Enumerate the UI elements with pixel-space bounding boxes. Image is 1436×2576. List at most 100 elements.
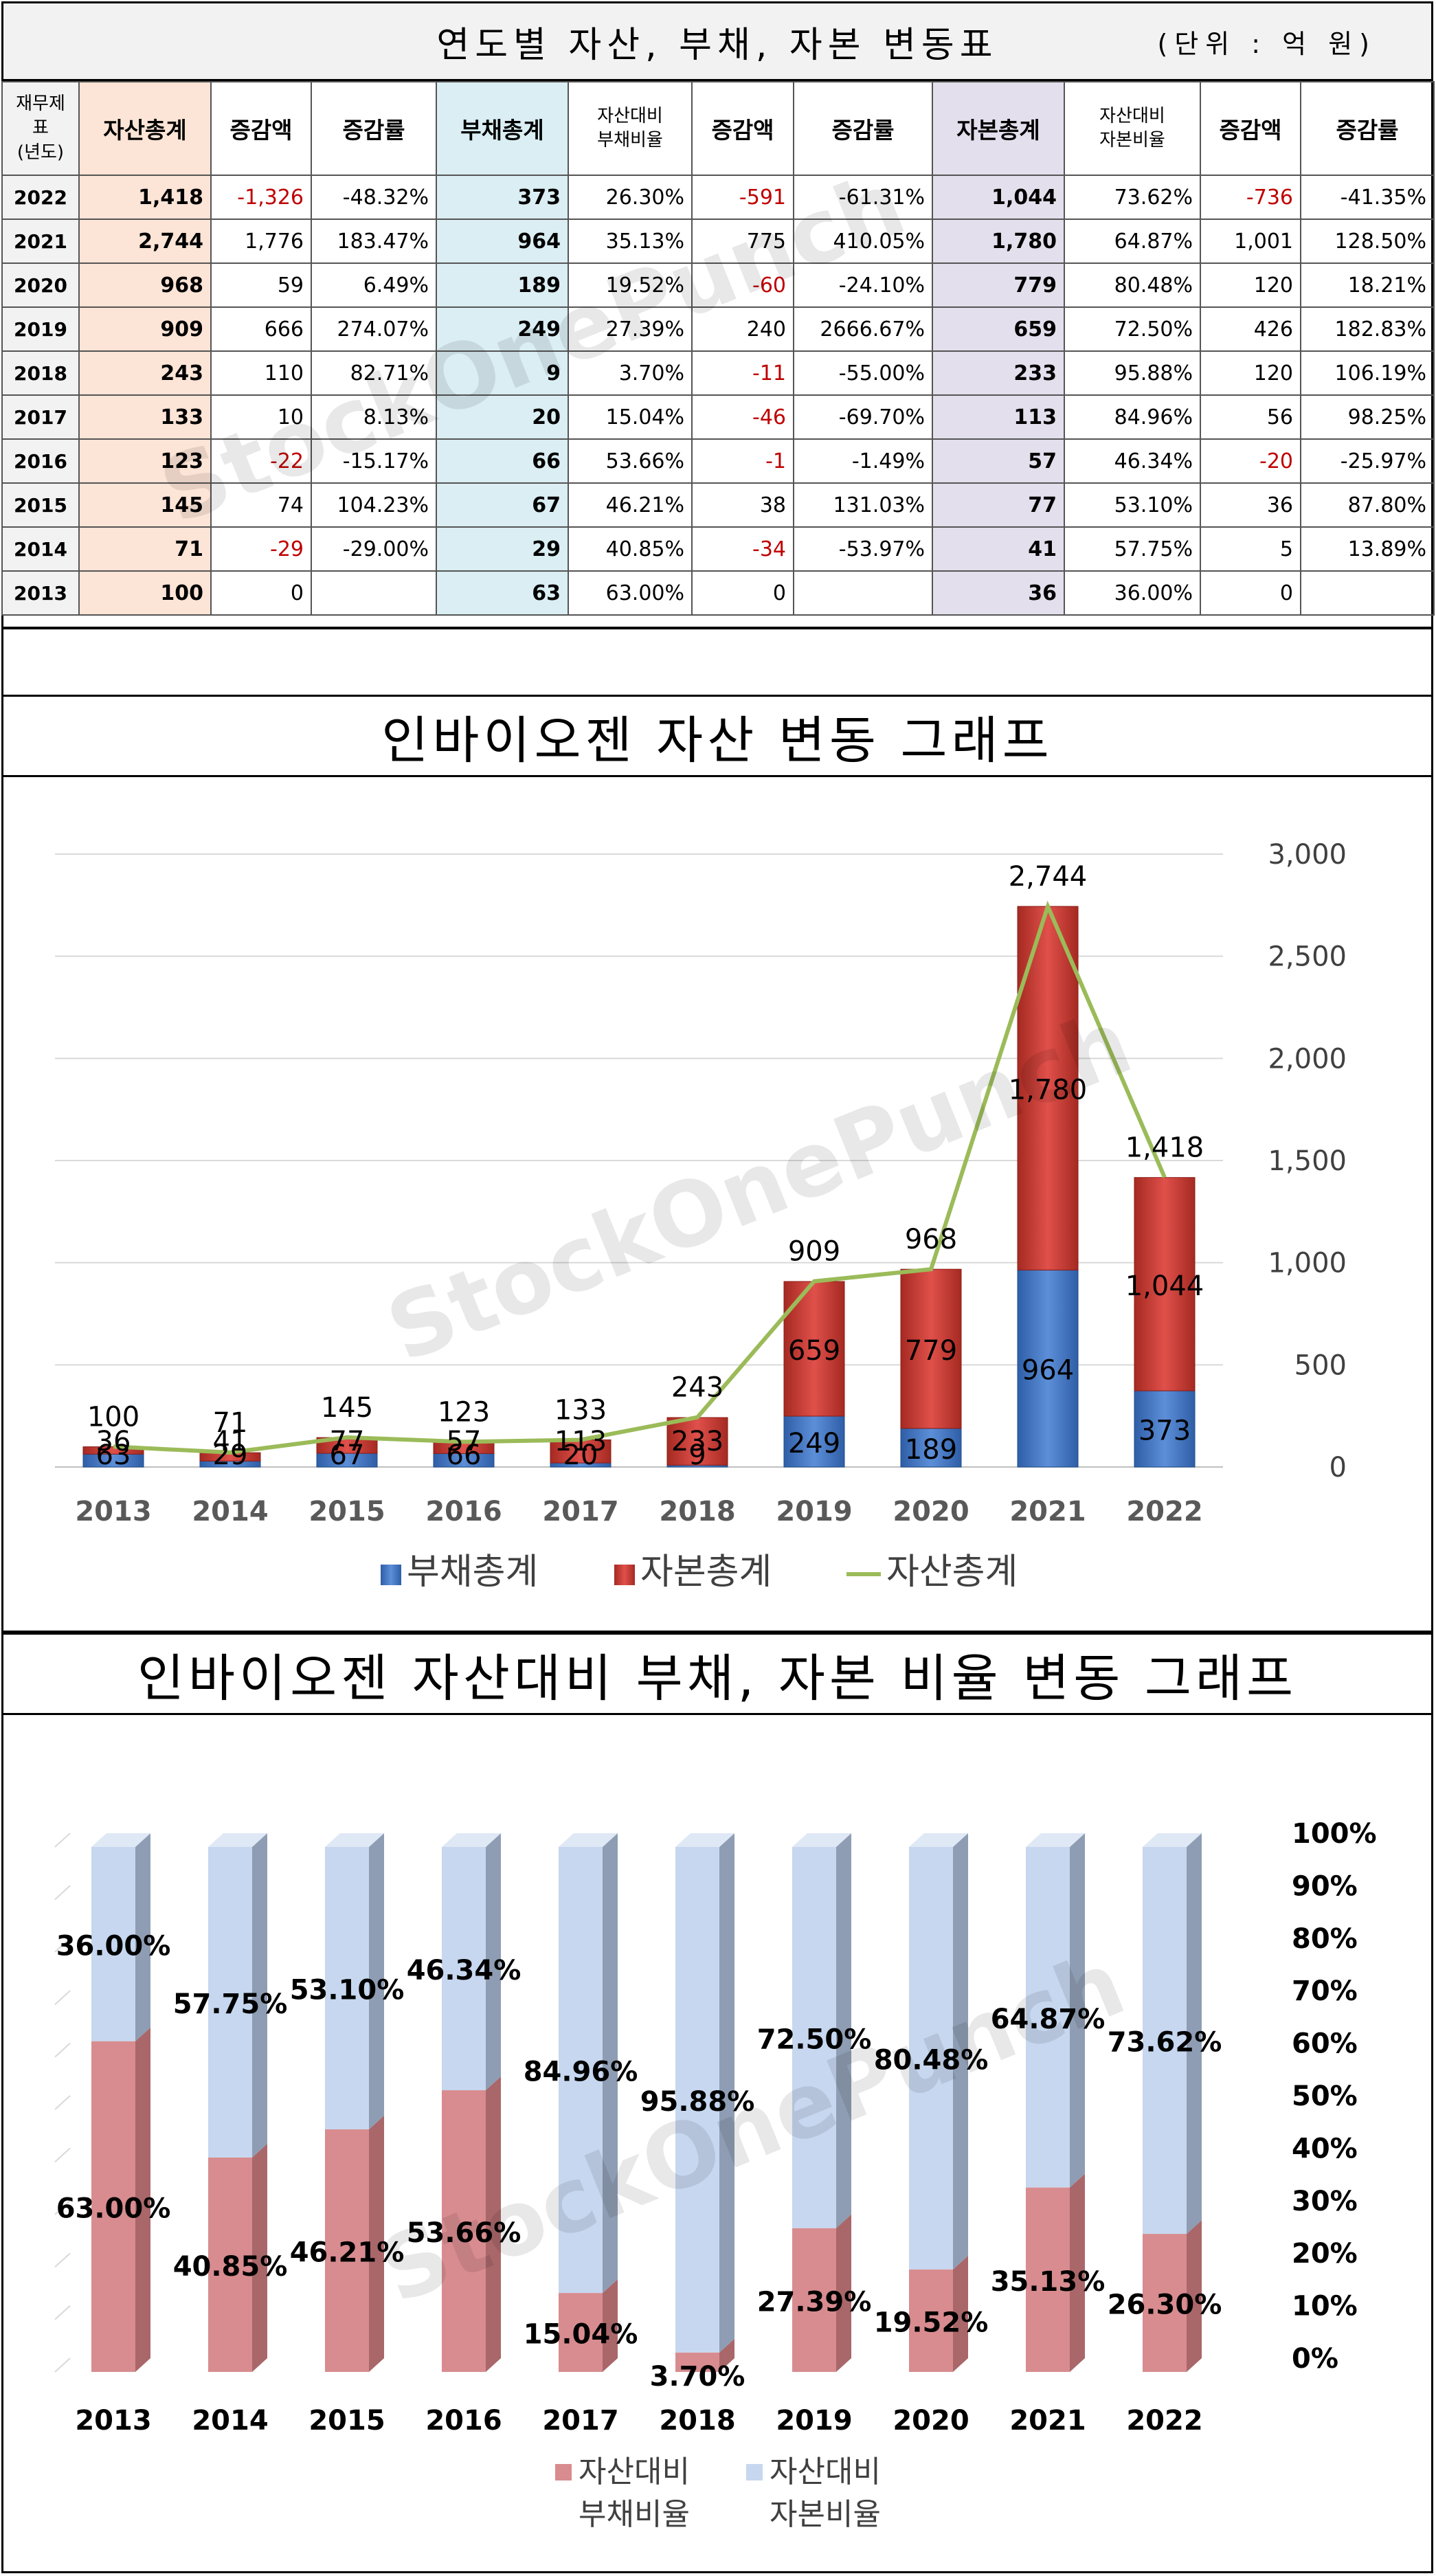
x-tick-label: 2018	[659, 2405, 735, 2437]
capital-ratio-bar	[325, 1847, 369, 2129]
y-tick-label: 100%	[1292, 1818, 1377, 1850]
table-cell: -11	[691, 350, 794, 396]
debt-ratio-data-label: 53.66%	[407, 2217, 521, 2249]
capital-ratio-bar	[792, 1847, 836, 2228]
capital-data-label: 36	[96, 1426, 131, 1457]
table-cell: 3.70%	[568, 350, 693, 396]
table-cell: 1,780	[932, 219, 1065, 264]
capital-ratio-data-label: 80.48%	[874, 2044, 989, 2076]
table-cell: 2014	[1, 526, 80, 572]
table-header-cell: 증감률	[311, 81, 437, 176]
asset-data-label: 123	[438, 1396, 490, 1428]
depth-gridline	[54, 2147, 71, 2163]
table-cell: 183.47%	[311, 219, 437, 264]
table-cell: 64.87%	[1064, 219, 1201, 264]
capital-ratio-bar	[675, 1847, 719, 2353]
table-cell: 2015	[1, 482, 80, 528]
table-cell: 82.71%	[311, 350, 437, 396]
table-cell: 18.21%	[1300, 262, 1435, 308]
table-header-cell: 자산총계	[78, 81, 212, 176]
table-cell: 1,044	[932, 175, 1065, 220]
table-cell: 182.83%	[1300, 306, 1435, 352]
table-cell: 19.52%	[568, 262, 693, 308]
table-cell: 72.50%	[1064, 306, 1201, 352]
table-cell: 13.89%	[1300, 526, 1435, 572]
legend-capital-ratio-label: 자본비율	[770, 2497, 881, 2532]
x-tick-label: 2019	[776, 2405, 852, 2437]
table-cell: 66	[436, 438, 569, 484]
debt-ratio-bar-side	[836, 2214, 851, 2372]
table-cell: 0	[691, 570, 794, 616]
y-tick-label: 1,000	[1268, 1248, 1347, 1279]
capital-ratio-bar-side	[836, 1833, 851, 2228]
capital-ratio-bar	[1026, 1847, 1070, 2188]
table-cell: 123	[78, 438, 212, 484]
table-row: 2015 145 74 104.23% 67 46.21% 38 131.03% 77 53.10…	[1, 482, 1435, 528]
capital-bar	[666, 1417, 728, 1466]
table-cell: 57	[932, 438, 1065, 484]
x-tick-label: 2014	[192, 1496, 268, 1527]
capital-ratio-data-label: 72.50%	[757, 2024, 872, 2055]
table-header-cell: 부채총계	[436, 81, 569, 176]
debt-ratio-data-label: 35.13%	[991, 2266, 1106, 2298]
capital-ratio-bar-side	[719, 1833, 734, 2353]
ratio-chart-title-bar: 인바이오젠 자산대비 부채, 자본 비율 변동 그래프	[1, 1633, 1433, 1715]
ratio-chart: 0% 10% 20% 30% 40% 50% 60% 70% 80% 90% 100% 2013 63.…	[54, 1818, 1377, 2532]
table-cell: 2021	[1, 219, 80, 264]
debt-data-label: 67	[330, 1440, 365, 1471]
debt-ratio-bar-side	[486, 2076, 501, 2372]
x-tick-label: 2022	[1126, 2405, 1202, 2437]
table-cell: 38	[691, 482, 794, 528]
debt-bar	[1017, 1269, 1079, 1468]
debt-ratio-data-label: 3.70%	[650, 2361, 745, 2393]
x-tick-label: 2014	[192, 2405, 268, 2437]
legend-capital-swatch	[614, 1565, 635, 1585]
capital-ratio-bar-top	[1143, 1833, 1202, 1847]
capital-ratio-data-label: 95.88%	[640, 2086, 755, 2118]
table-cell	[311, 570, 437, 616]
table-cell: 243	[78, 350, 212, 396]
debt-data-label: 20	[563, 1440, 598, 1471]
table-cell: 46.34%	[1064, 438, 1201, 484]
table-cell: -15.17%	[311, 438, 437, 484]
depth-gridline	[54, 1990, 71, 2005]
table-cell: -1,326	[210, 175, 312, 220]
x-tick-label: 2019	[776, 1496, 852, 1527]
table-cell: 56	[1200, 394, 1301, 440]
table-cell: 233	[932, 350, 1065, 396]
y-tick-label: 50%	[1292, 2081, 1358, 2112]
x-tick-label: 2022	[1126, 1496, 1202, 1527]
table-cell: 410.05%	[793, 219, 933, 264]
table-title-bar: 연도별 자산, 부채, 자본 변동표 (단위 : 억 원)	[1, 1, 1433, 81]
asset-data-label: 909	[788, 1236, 840, 1268]
capital-ratio-bar	[442, 1847, 486, 2091]
y-tick-label: 0	[1330, 1452, 1347, 1483]
table-cell: 59	[210, 262, 312, 308]
y-tick-label: 80%	[1292, 1923, 1358, 1955]
table-cell: 2022	[1, 175, 80, 220]
debt-data-label: 249	[788, 1428, 840, 1459]
table-cell: 98.25%	[1300, 394, 1435, 440]
capital-ratio-bar-top	[442, 1833, 501, 1847]
table-cell	[1300, 570, 1435, 616]
table-row: 2022 1,418 -1,326 -48.32% 373 26.30% -591 -61.3…	[1, 175, 1435, 220]
table-cell: 77	[932, 482, 1065, 528]
table-header-cell: 재무제표 (년도)	[1, 81, 80, 176]
table-cell: 8.13%	[311, 394, 437, 440]
table-cell: 120	[1200, 350, 1301, 396]
table-header-cell: 증감액	[210, 81, 312, 176]
debt-ratio-bar	[208, 2157, 252, 2372]
capital-data-label: 659	[788, 1335, 840, 1367]
table-row: 2014 71 -29 -29.00% 29 40.85% -34 -53.97% 41 57.7…	[1, 526, 1435, 572]
capital-data-label: 41	[213, 1426, 248, 1457]
capital-bar	[900, 1268, 962, 1429]
table-cell: 779	[932, 262, 1065, 308]
y-tick-label: 90%	[1292, 1870, 1358, 1902]
depth-gridline	[54, 2252, 71, 2267]
asset-data-label: 1,418	[1125, 1132, 1204, 1163]
table-cell: 775	[691, 219, 794, 264]
asset-data-label: 2,744	[1009, 861, 1088, 893]
table-cell: -20	[1200, 438, 1301, 484]
table-cell: 104.23%	[311, 482, 437, 528]
table-cell: 2018	[1, 350, 80, 396]
